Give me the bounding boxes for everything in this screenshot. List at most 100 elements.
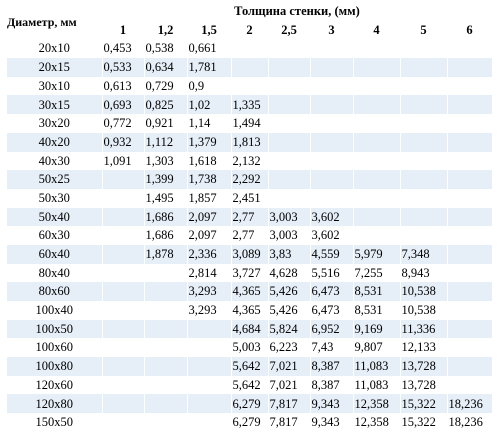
weight-cell: 1,303 bbox=[143, 151, 187, 171]
weight-cell: 1,781 bbox=[186, 58, 231, 77]
weight-cell bbox=[446, 226, 492, 245]
weight-cell bbox=[101, 413, 144, 432]
weight-cell: 0,825 bbox=[143, 95, 187, 115]
weight-cell: 0,772 bbox=[101, 114, 144, 133]
weight-cell: 1,14 bbox=[186, 114, 231, 133]
weight-cell: 5,642 bbox=[230, 375, 268, 395]
thickness-column-header: 2,5 bbox=[268, 20, 310, 40]
weight-cell bbox=[446, 301, 492, 320]
size-cell: 50x25 bbox=[7, 170, 102, 189]
weight-cell: 1,335 bbox=[230, 95, 268, 115]
weight-cell: 2,132 bbox=[230, 151, 268, 171]
weight-cell: 0,533 bbox=[101, 58, 144, 77]
weight-cell: 0,538 bbox=[143, 39, 187, 59]
size-cell: 60x40 bbox=[7, 244, 102, 264]
weight-cell bbox=[186, 375, 231, 395]
weight-cell: 5,824 bbox=[267, 319, 310, 339]
weight-cell bbox=[399, 188, 447, 208]
weight-cell: 8,943 bbox=[399, 263, 447, 283]
size-cell: 100x60 bbox=[7, 338, 102, 358]
thickness-column-header: 6 bbox=[447, 20, 492, 40]
size-cell: 20x15 bbox=[7, 58, 102, 77]
weight-cell bbox=[399, 132, 447, 152]
weight-cell bbox=[230, 58, 268, 77]
weight-cell: 1,857 bbox=[186, 188, 231, 208]
weight-cell: 0,729 bbox=[143, 76, 187, 96]
weight-cell: 8,387 bbox=[309, 357, 353, 376]
weight-cell: 8,531 bbox=[352, 282, 400, 301]
weight-cell: 1,02 bbox=[186, 95, 231, 115]
size-cell: 120x80 bbox=[7, 394, 102, 414]
size-cell: 150x50 bbox=[7, 413, 102, 432]
weight-cell bbox=[446, 58, 492, 77]
table-row: 60x40 1,878 2,336 3,089 3,83 4,559 5,979 7,348 bbox=[7, 244, 492, 264]
weight-cell: 10,538 bbox=[399, 282, 447, 301]
thickness-column-header: 1,5 bbox=[187, 20, 231, 40]
weight-cell: 2,451 bbox=[230, 188, 268, 208]
weight-cell: 6,223 bbox=[267, 338, 310, 358]
weight-cell: 5,003 bbox=[230, 338, 268, 358]
weight-cell bbox=[267, 151, 310, 171]
weight-cell bbox=[267, 170, 310, 189]
weight-cell: 6,952 bbox=[309, 319, 353, 339]
weight-cell: 6,279 bbox=[230, 394, 268, 414]
weight-cell bbox=[399, 226, 447, 245]
weight-cell bbox=[446, 319, 492, 339]
weight-cell: 2,292 bbox=[230, 170, 268, 189]
table-row: 30x10 0,613 0,729 0,9 bbox=[7, 76, 492, 96]
size-cell: 60x30 bbox=[7, 226, 102, 245]
weight-cell bbox=[352, 114, 400, 133]
weight-cell bbox=[101, 319, 144, 339]
weight-cell bbox=[143, 357, 187, 376]
weight-cell: 2,814 bbox=[186, 263, 231, 283]
weight-cell bbox=[352, 207, 400, 227]
size-cell: 120x60 bbox=[7, 375, 102, 395]
weight-cell: 1,494 bbox=[230, 114, 268, 133]
weight-cell: 4,365 bbox=[230, 282, 268, 301]
weight-cell: 1,112 bbox=[143, 132, 187, 152]
weight-cell bbox=[267, 114, 310, 133]
table-row: 30x15 0,693 0,825 1,02 1,335 bbox=[7, 95, 492, 115]
weight-cell: 4,628 bbox=[267, 263, 310, 283]
thickness-column-header: 1,2 bbox=[144, 20, 187, 40]
table-row: 20x10 0,453 0,538 0,661 bbox=[7, 39, 492, 59]
weight-cell: 11,083 bbox=[352, 375, 400, 395]
size-cell: 50x40 bbox=[7, 207, 102, 227]
weight-cell: 6,279 bbox=[230, 413, 268, 432]
weight-cell: 0,453 bbox=[101, 39, 144, 59]
weight-cell: 15,322 bbox=[399, 413, 447, 432]
weight-cell bbox=[352, 188, 400, 208]
weight-cell: 0,661 bbox=[186, 39, 231, 59]
size-cell: 40x30 bbox=[7, 151, 102, 171]
weight-cell: 6,473 bbox=[309, 282, 353, 301]
weight-cell: 15,322 bbox=[399, 394, 447, 414]
size-cell: 40x20 bbox=[7, 132, 102, 152]
weight-cell: 18,236 bbox=[446, 394, 492, 414]
weight-cell: 2,097 bbox=[186, 226, 231, 245]
size-cell: 30x10 bbox=[7, 76, 102, 96]
weight-cell bbox=[101, 170, 144, 189]
weight-cell: 2,097 bbox=[186, 207, 231, 227]
weight-cell: 3,602 bbox=[309, 226, 353, 245]
weight-cell bbox=[352, 170, 400, 189]
size-cell: 100x40 bbox=[7, 301, 102, 320]
size-cell: 30x15 bbox=[7, 95, 102, 115]
weight-cell: 1,686 bbox=[143, 226, 187, 245]
table-row: 80x40 2,814 3,727 4,628 5,516 7,255 8,943 bbox=[7, 263, 492, 283]
weight-cell bbox=[309, 58, 353, 77]
table-row: 30x20 0,772 0,921 1,14 1,494 bbox=[7, 114, 492, 133]
weight-cell bbox=[446, 95, 492, 115]
weight-cell: 4,559 bbox=[309, 244, 353, 264]
size-cell: 100x50 bbox=[7, 319, 102, 339]
weight-cell: 7,43 bbox=[309, 338, 353, 358]
weight-cell: 1,813 bbox=[230, 132, 268, 152]
weight-cell bbox=[399, 151, 447, 171]
weight-cell: 11,083 bbox=[352, 357, 400, 376]
thickness-columns-row: 1 1,2 1,5 2 2,5 3 4 5 6 bbox=[7, 20, 492, 40]
weight-cell: 10,538 bbox=[399, 301, 447, 320]
weight-cell: 5,979 bbox=[352, 244, 400, 264]
weight-cell bbox=[143, 301, 187, 320]
weight-cell: 18,236 bbox=[446, 413, 492, 432]
weight-cell: 9,169 bbox=[352, 319, 400, 339]
weight-cell: 1,379 bbox=[186, 132, 231, 152]
